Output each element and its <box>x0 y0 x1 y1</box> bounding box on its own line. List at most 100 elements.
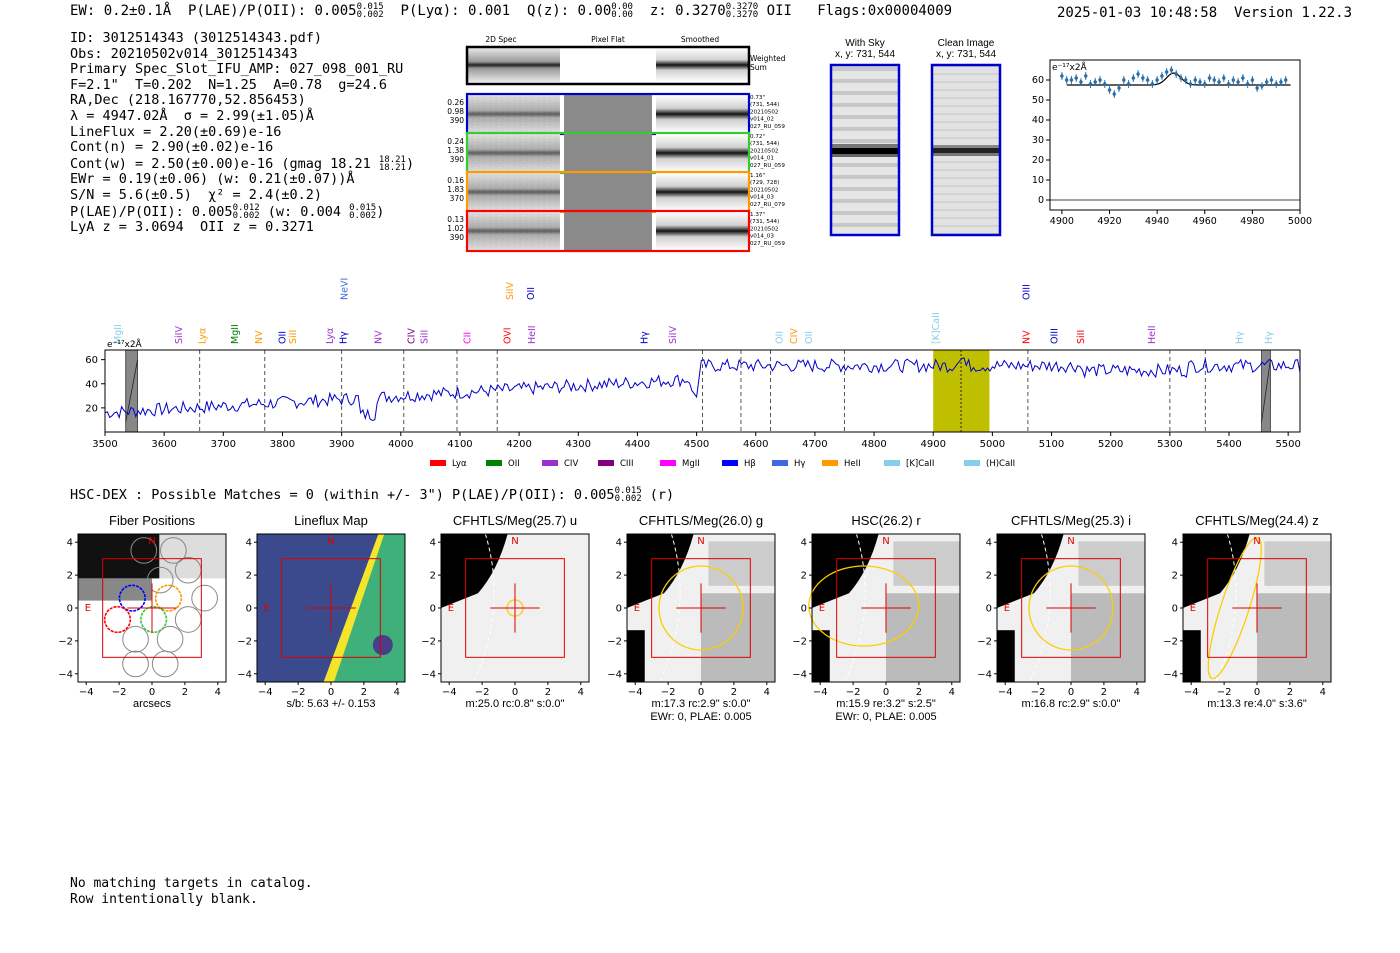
full-highlight-region <box>933 350 990 432</box>
version: Version 1.22.3 <box>1234 5 1353 21</box>
plae-w-lo: 0.002 <box>349 210 377 221</box>
search-box <box>836 558 936 658</box>
data-point <box>1264 78 1269 86</box>
full-spectrum-chart: 3500 3600 3700 3800 3900 4000 4100 4200 4300 4400… <box>85 278 1301 469</box>
data-point <box>1093 78 1098 86</box>
x-tick-label: −4 <box>998 687 1013 698</box>
x-tick-label: 4700 <box>802 439 827 450</box>
point-marker <box>1059 73 1064 79</box>
fiber-smoothed-4 <box>656 212 748 250</box>
caption-line: arcsecs <box>133 698 171 710</box>
y-tick-label: 2 <box>246 571 252 582</box>
data-point <box>1269 76 1274 84</box>
edge-mask <box>627 630 645 682</box>
legend-entry: CIII <box>598 459 633 469</box>
point-marker <box>1126 81 1131 87</box>
east-label: E <box>819 603 825 614</box>
data-point <box>1207 74 1212 82</box>
fiber-right-value: 027_RU_059 <box>750 124 785 130</box>
hsc-dex-text: HSC-DEX : Possible Matches = 0 (within +… <box>70 487 615 503</box>
east-label: E <box>1004 603 1010 614</box>
fiber-right-value: 20210502 <box>750 109 778 115</box>
x-tick-label: 5500 <box>1275 439 1300 450</box>
fiber-smoothed-1 <box>656 95 748 133</box>
legend-entry: (H)CaII <box>964 459 1015 469</box>
legend-swatch <box>598 460 614 466</box>
info-plae: P(LAE)/P(OII): 0.005 0.012 0.002 (w: 0.004… <box>70 202 385 221</box>
fiber-left-value: 0.24 <box>447 137 464 146</box>
legend-entry: MgII <box>660 459 700 469</box>
data-point <box>1240 74 1245 82</box>
legend-label: MgII <box>682 459 700 469</box>
y-tick-label: −2 <box>792 636 807 647</box>
data-point <box>1183 76 1188 84</box>
gray-region <box>1257 593 1331 682</box>
point-marker <box>1159 73 1164 79</box>
x-tick-label: −2 <box>1217 687 1232 698</box>
point-marker <box>1064 77 1069 83</box>
fiber-right-value: 1.37" <box>750 212 765 218</box>
cutout-title: CFHTLS/Meg(25.7) u <box>452 513 578 528</box>
x-tick-label: 5200 <box>1098 439 1123 450</box>
info-lineflux: LineFlux = 2.20(±0.69)e-16 <box>70 123 282 140</box>
x-tick-label: 4300 <box>566 439 591 450</box>
cutout-panel-4: N E −4 −4 −2 −2 0 0 2 2 4 4 <box>607 533 776 698</box>
full-dashed-lines <box>199 350 1206 432</box>
point-marker <box>1069 77 1074 83</box>
point-marker <box>1198 79 1202 85</box>
y-tick-label: −4 <box>237 669 252 680</box>
y-tick-label: 4 <box>246 538 252 549</box>
full-spectrum-line <box>104 357 1301 422</box>
fiber-left-value: 0.13 <box>447 215 464 224</box>
x-tick-label: 4 <box>764 687 770 698</box>
fiber-right-value: (731, 544) <box>750 102 779 108</box>
col-header-smoothed: Smoothed <box>681 35 720 44</box>
weighted-label: Weighted <box>750 54 786 63</box>
x-tick-label: −2 <box>291 687 306 698</box>
fiber-left-value: 0.98 <box>447 107 464 116</box>
x-tick-label: 0 <box>512 687 518 698</box>
data-point <box>1226 80 1231 88</box>
fiber-left-value: 390 <box>450 116 465 125</box>
info-lambda: λ = 4947.02Å σ = 2.99(±1.05)Å <box>70 107 314 124</box>
bright-galaxy <box>997 534 1064 608</box>
search-box <box>1021 558 1121 658</box>
x-tick-label: −2 <box>112 687 127 698</box>
fiber-circle <box>130 537 158 564</box>
fiber-right-value: 0.73" <box>750 95 765 101</box>
cutout-title: HSC(26.2) r <box>851 513 921 528</box>
line-label: MgII <box>230 324 241 344</box>
data-point <box>1078 78 1083 86</box>
data-point <box>1107 86 1112 94</box>
gray-region <box>1071 593 1145 682</box>
north-label: N <box>697 536 704 547</box>
cutout-title: Fiber Positions <box>109 513 195 528</box>
fiber-circle <box>122 650 149 678</box>
legend-entry: Lyα <box>430 459 467 469</box>
line-label: OVI <box>502 327 513 344</box>
y-tick-label: 60 <box>85 355 98 366</box>
x-tick-label: 5100 <box>1039 439 1064 450</box>
data-point <box>1136 70 1141 78</box>
data-point <box>1245 80 1250 88</box>
header-line: EW: 0.2±0.1Å P(LAE)/P(OII): 0.005 0.015 0.… <box>70 3 952 20</box>
north-label: N <box>1067 536 1074 547</box>
fiber-noise-2 <box>468 134 560 172</box>
x-tick-label: 0 <box>328 687 334 698</box>
info-sn: S/N = 5.6(±0.5) χ² = 2.4(±0.2) <box>70 186 322 203</box>
fiber-right-value: v014_02 <box>750 117 774 123</box>
y-tick-label: −2 <box>58 636 73 647</box>
y-tick-label: 2 <box>616 571 622 582</box>
fiber-left-value: 390 <box>450 155 465 164</box>
point-marker <box>1136 71 1141 77</box>
timestamp-version: 2025-01-03 10:48:58 Version 1.22.3 <box>1057 5 1352 21</box>
y-tick-label: −2 <box>607 636 622 647</box>
caption-line: EWr: 0, PLAE: 0.005 <box>650 710 752 723</box>
fiber-circle <box>103 605 132 634</box>
full-y-ticks: 20 40 60 <box>85 355 105 414</box>
x-tick-label: 3700 <box>211 439 236 450</box>
y-tick-label: −2 <box>237 636 252 647</box>
fiber-noise-3 <box>468 173 560 211</box>
cutout-panel-1: N E −4 −4 −2 −2 0 0 2 2 4 4 <box>58 533 227 698</box>
